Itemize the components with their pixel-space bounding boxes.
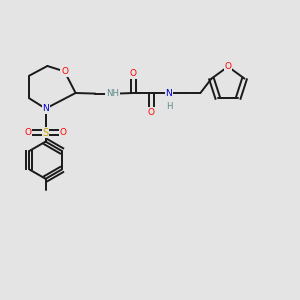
- Text: O: O: [59, 128, 67, 137]
- Text: O: O: [130, 69, 137, 78]
- Text: H: H: [166, 102, 172, 111]
- Text: O: O: [25, 128, 32, 137]
- Text: NH: NH: [106, 89, 119, 98]
- Text: N: N: [42, 104, 49, 113]
- Text: N: N: [166, 88, 172, 98]
- Text: S: S: [43, 128, 49, 138]
- Text: O: O: [61, 67, 68, 76]
- Text: O: O: [224, 62, 232, 71]
- Text: O: O: [148, 108, 155, 117]
